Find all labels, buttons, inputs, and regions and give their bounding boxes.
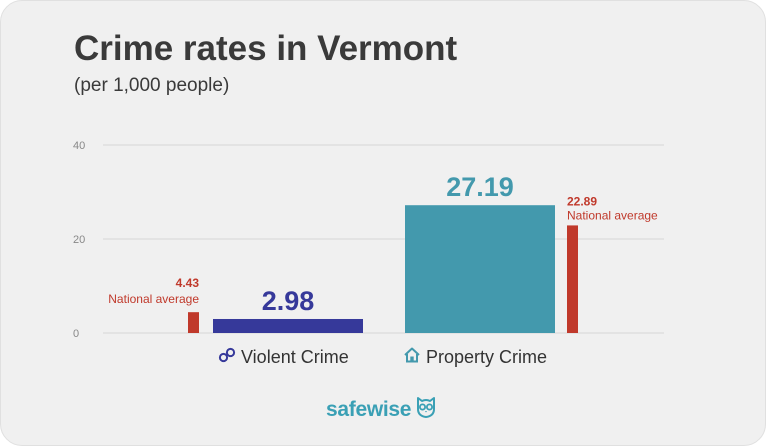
house-icon	[403, 346, 421, 369]
national-average-value: 4.43	[176, 276, 200, 290]
category-label-text: Violent Crime	[241, 347, 349, 367]
national-average-value: 22.89	[567, 194, 597, 208]
category-label-violent: Violent Crime	[218, 346, 349, 369]
bar-property	[405, 205, 555, 333]
national-average-bar	[188, 312, 199, 333]
national-average-label: National average	[567, 208, 658, 222]
y-tick-label: 0	[73, 328, 79, 340]
chart-subtitle: (per 1,000 people)	[74, 75, 230, 96]
bar-violent	[213, 318, 363, 333]
y-tick-label: 40	[73, 140, 85, 152]
brand-logo: safewise	[326, 395, 437, 424]
national-average-bar	[567, 225, 578, 333]
brand-name: safewise	[326, 397, 412, 421]
chart-title: Crime rates in Vermont	[74, 29, 458, 68]
bar-value-label: 2.98	[262, 286, 315, 316]
national-average-label: National average	[108, 292, 199, 306]
y-tick-label: 20	[73, 234, 85, 246]
handcuffs-icon	[218, 346, 236, 369]
owl-icon	[415, 395, 437, 424]
bar-value-label: 27.19	[446, 172, 514, 202]
category-label-property: Property Crime	[403, 346, 547, 369]
category-label-text: Property Crime	[426, 347, 548, 367]
